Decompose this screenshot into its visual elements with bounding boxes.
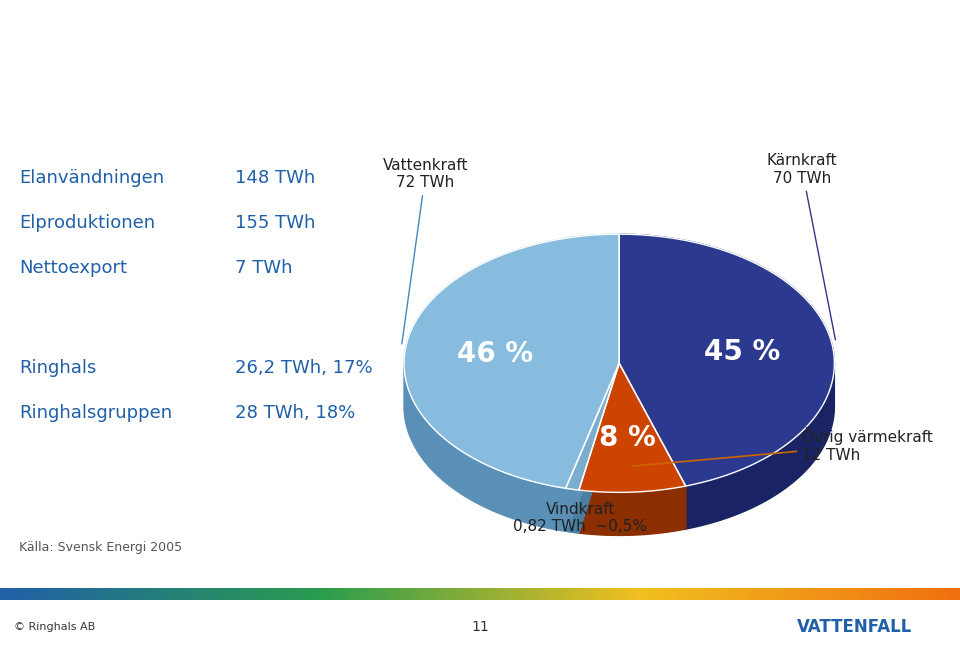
Text: 7 TWh: 7 TWh <box>235 259 293 276</box>
Text: Ringhalsgruppen: Ringhalsgruppen <box>19 404 173 422</box>
Text: Kärnkraft
70 TWh: Kärnkraft 70 TWh <box>767 153 837 340</box>
Text: 11: 11 <box>471 620 489 634</box>
Polygon shape <box>404 364 565 532</box>
Text: 8 %: 8 % <box>599 424 656 452</box>
Text: Övrig värmekraft
12 TWh: Övrig värmekraft 12 TWh <box>633 427 933 466</box>
Polygon shape <box>579 363 619 533</box>
Polygon shape <box>579 363 619 533</box>
Text: 155 TWh: 155 TWh <box>235 214 316 232</box>
Text: Ringhals: Ringhals <box>19 359 97 377</box>
Polygon shape <box>579 486 685 535</box>
Polygon shape <box>565 363 619 532</box>
Text: 26,2 TWh, 17%: 26,2 TWh, 17% <box>235 359 372 377</box>
Text: Vindkraft
0,82 TWh  ~0,5%: Vindkraft 0,82 TWh ~0,5% <box>514 493 647 534</box>
Text: Källa: Svensk Energi 2005: Källa: Svensk Energi 2005 <box>19 541 182 554</box>
Polygon shape <box>619 234 834 486</box>
Text: 148 TWh: 148 TWh <box>235 169 316 187</box>
Polygon shape <box>619 363 685 529</box>
Text: Nettoexport: Nettoexport <box>19 259 127 276</box>
Polygon shape <box>404 234 619 488</box>
Text: © Ringhals AB: © Ringhals AB <box>14 622 96 632</box>
Text: 45 %: 45 % <box>705 337 780 365</box>
Text: 46 %: 46 % <box>457 340 534 368</box>
Polygon shape <box>565 488 579 533</box>
Polygon shape <box>579 363 685 493</box>
Text: Elanvändningen: Elanvändningen <box>19 169 164 187</box>
Polygon shape <box>685 363 834 529</box>
Text: Elproduktionen: Elproduktionen <box>19 214 156 232</box>
Polygon shape <box>565 363 619 490</box>
Text: 28 TWh, 18%: 28 TWh, 18% <box>235 404 355 422</box>
Polygon shape <box>565 363 619 532</box>
Text: Vattenkraft
72 TWh: Vattenkraft 72 TWh <box>383 158 468 344</box>
Text: Elåret 2005: Elåret 2005 <box>24 27 294 69</box>
Polygon shape <box>619 363 685 529</box>
Text: VATTENFALL: VATTENFALL <box>797 618 912 636</box>
